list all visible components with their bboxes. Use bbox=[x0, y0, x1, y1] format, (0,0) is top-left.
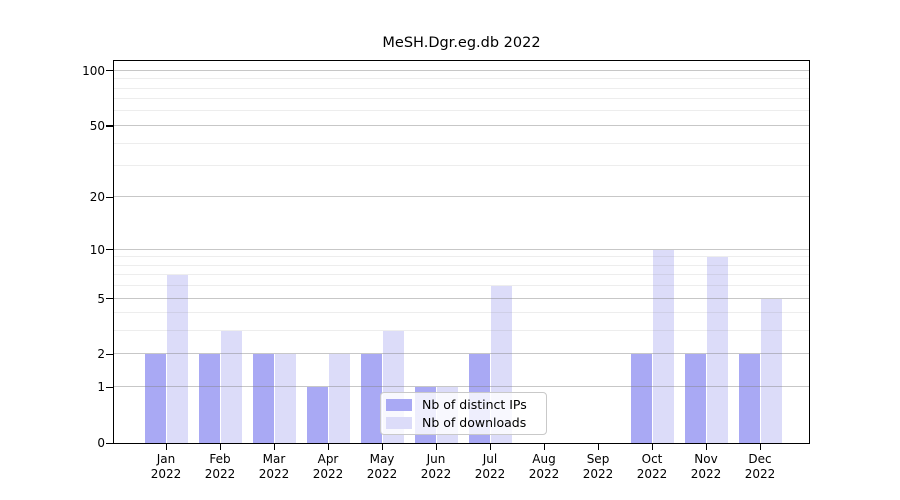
grid-line-minor bbox=[114, 264, 809, 266]
bar-downloads bbox=[274, 354, 296, 443]
bar-distinct-ips bbox=[630, 354, 652, 443]
bar-distinct-ips bbox=[360, 354, 382, 443]
bar-downloads bbox=[328, 354, 350, 443]
x-tick-label: Mar 2022 bbox=[258, 452, 290, 481]
x-tick-label: Jul 2022 bbox=[474, 452, 506, 481]
grid-line-minor bbox=[114, 285, 809, 287]
y-tick-label: 10 bbox=[89, 242, 105, 257]
grid-line-minor bbox=[114, 142, 809, 144]
bar-downloads bbox=[652, 249, 674, 443]
bar-downloads bbox=[220, 331, 242, 443]
grid-line-minor bbox=[114, 78, 809, 80]
y-tick-mark bbox=[106, 442, 113, 444]
x-tick-mark bbox=[651, 444, 653, 450]
x-tick-label: Aug 2022 bbox=[528, 452, 560, 481]
grid-line-major bbox=[114, 196, 809, 198]
x-tick-mark bbox=[381, 444, 383, 450]
grid-line-major bbox=[114, 124, 809, 126]
x-tick-mark bbox=[759, 444, 761, 450]
bar-distinct-ips bbox=[306, 387, 328, 443]
legend-row-distinct-ips: Nb of distinct IPs bbox=[386, 398, 538, 411]
x-tick-mark bbox=[435, 444, 437, 450]
bar-distinct-ips bbox=[198, 354, 220, 443]
bar-distinct-ips bbox=[144, 354, 166, 443]
bar-downloads bbox=[706, 257, 728, 443]
legend-label-distinct-ips: Nb of distinct IPs bbox=[422, 397, 527, 412]
x-tick-mark bbox=[705, 444, 707, 450]
plot-area bbox=[113, 60, 810, 444]
grid-line-major bbox=[114, 248, 809, 250]
y-tick-mark bbox=[106, 386, 113, 388]
chart-title: MeSH.Dgr.eg.db 2022 bbox=[382, 35, 541, 51]
y-tick-mark bbox=[106, 70, 113, 72]
grid-line-minor bbox=[114, 110, 809, 112]
x-tick-label: Nov 2022 bbox=[690, 452, 722, 481]
y-tick-label: 2 bbox=[97, 347, 105, 362]
legend-row-downloads: Nb of downloads bbox=[386, 416, 538, 429]
bar-downloads bbox=[166, 275, 188, 443]
x-tick-mark bbox=[489, 444, 491, 450]
legend-label-downloads: Nb of downloads bbox=[422, 415, 527, 430]
y-tick-label: 50 bbox=[89, 118, 105, 133]
x-tick-label: Sep 2022 bbox=[582, 452, 614, 481]
y-tick-mark bbox=[106, 298, 113, 300]
bar-distinct-ips bbox=[252, 354, 274, 443]
y-tick-mark bbox=[106, 249, 113, 251]
grid-line-minor bbox=[114, 165, 809, 166]
x-tick-mark bbox=[597, 444, 599, 450]
grid-line-minor bbox=[114, 312, 809, 314]
y-tick-label: 100 bbox=[82, 63, 105, 78]
y-tick-label: 5 bbox=[97, 291, 105, 306]
bar-distinct-ips bbox=[684, 354, 706, 443]
legend-swatch-distinct-ips bbox=[386, 398, 412, 411]
x-tick-label: Oct 2022 bbox=[636, 452, 668, 481]
x-tick-label: Dec 2022 bbox=[744, 452, 776, 481]
legend: Nb of distinct IPs Nb of downloads bbox=[380, 392, 547, 435]
x-tick-mark bbox=[165, 444, 167, 450]
y-tick-mark bbox=[106, 353, 113, 356]
x-tick-mark bbox=[219, 444, 221, 450]
bar-distinct-ips bbox=[738, 354, 760, 443]
x-tick-mark bbox=[543, 444, 545, 450]
grid-line-minor bbox=[114, 256, 809, 258]
y-tick-label: 20 bbox=[89, 190, 105, 205]
y-tick-label: 1 bbox=[97, 380, 105, 395]
x-tick-label: Jun 2022 bbox=[420, 452, 452, 481]
y-tick-mark bbox=[106, 125, 113, 127]
grid-line-minor bbox=[114, 87, 809, 89]
grid-line-minor bbox=[114, 98, 809, 100]
legend-swatch-downloads bbox=[386, 416, 412, 429]
grid-line-minor bbox=[114, 274, 809, 276]
y-tick-mark bbox=[106, 196, 113, 199]
x-tick-mark bbox=[273, 444, 275, 450]
x-tick-label: Apr 2022 bbox=[312, 452, 344, 481]
y-tick-label: 0 bbox=[97, 436, 105, 450]
bar-downloads bbox=[760, 298, 782, 443]
x-tick-label: Feb 2022 bbox=[204, 452, 236, 481]
x-tick-label: Jan 2022 bbox=[150, 452, 182, 481]
x-tick-label: May 2022 bbox=[366, 452, 398, 481]
grid-line-major bbox=[114, 297, 809, 299]
grid-line-major bbox=[114, 69, 809, 71]
grid-line-minor bbox=[114, 330, 809, 332]
x-tick-mark bbox=[327, 444, 329, 450]
